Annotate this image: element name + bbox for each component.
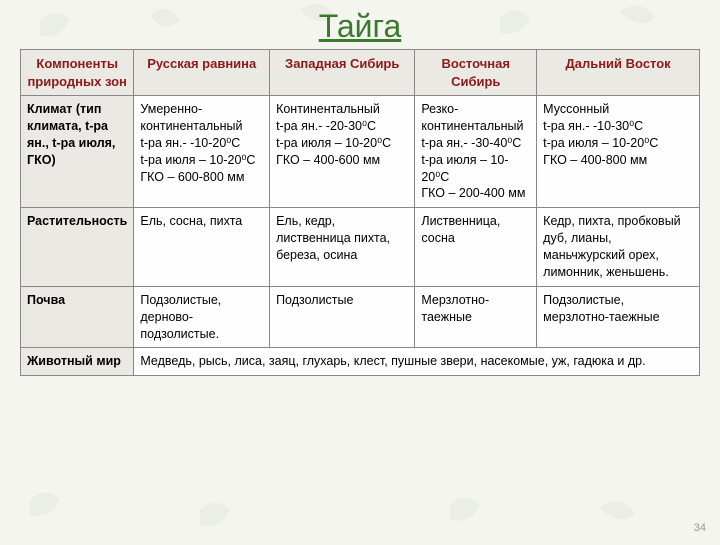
- row-label-fauna: Животный мир: [21, 348, 134, 376]
- cell: Континентальныйt-ра ян.- -20-30⁰Сt-ра ию…: [270, 96, 415, 208]
- table-header-row: Компоненты природных зон Русская равнина…: [21, 50, 700, 96]
- table-row: Почва Подзолистые, дерново-подзолистые. …: [21, 286, 700, 348]
- page-number: 34: [694, 522, 706, 534]
- page-title: Тайга: [20, 8, 700, 45]
- cell: Ель, сосна, пихта: [134, 208, 270, 287]
- taiga-table: Компоненты природных зон Русская равнина…: [20, 49, 700, 376]
- cell: Подзолистые, мерзлотно-таежные: [537, 286, 700, 348]
- row-label-soil: Почва: [21, 286, 134, 348]
- cell: Ель, кедр, лиственница пихта, береза, ос…: [270, 208, 415, 287]
- cell: Умеренно-континентальныйt-ра ян.- -10-20…: [134, 96, 270, 208]
- table-row: Растительность Ель, сосна, пихта Ель, ке…: [21, 208, 700, 287]
- col-header-2: Западная Сибирь: [270, 50, 415, 96]
- col-header-0: Компоненты природных зон: [21, 50, 134, 96]
- cell: Мерзлотно-таежные: [415, 286, 537, 348]
- table-row: Животный мир Медведь, рысь, лиса, заяц, …: [21, 348, 700, 376]
- row-label-vegetation: Растительность: [21, 208, 134, 287]
- cell: Лиственница, сосна: [415, 208, 537, 287]
- table-row: Климат (тип климата, t-ра ян., t-ра июля…: [21, 96, 700, 208]
- col-header-1: Русская равнина: [134, 50, 270, 96]
- cell: Резко-континентальныйt-ра ян.- -30-40⁰Сt…: [415, 96, 537, 208]
- cell: Муссонныйt-ра ян.- -10-30⁰Сt-ра июля – 1…: [537, 96, 700, 208]
- cell: Подзолистые: [270, 286, 415, 348]
- cell: Подзолистые, дерново-подзолистые.: [134, 286, 270, 348]
- col-header-3: Восточная Сибирь: [415, 50, 537, 96]
- cell-merged-fauna: Медведь, рысь, лиса, заяц, глухарь, клес…: [134, 348, 700, 376]
- cell: Кедр, пихта, пробковый дуб, лианы, маньч…: [537, 208, 700, 287]
- row-label-climate: Климат (тип климата, t-ра ян., t-ра июля…: [21, 96, 134, 208]
- col-header-4: Дальний Восток: [537, 50, 700, 96]
